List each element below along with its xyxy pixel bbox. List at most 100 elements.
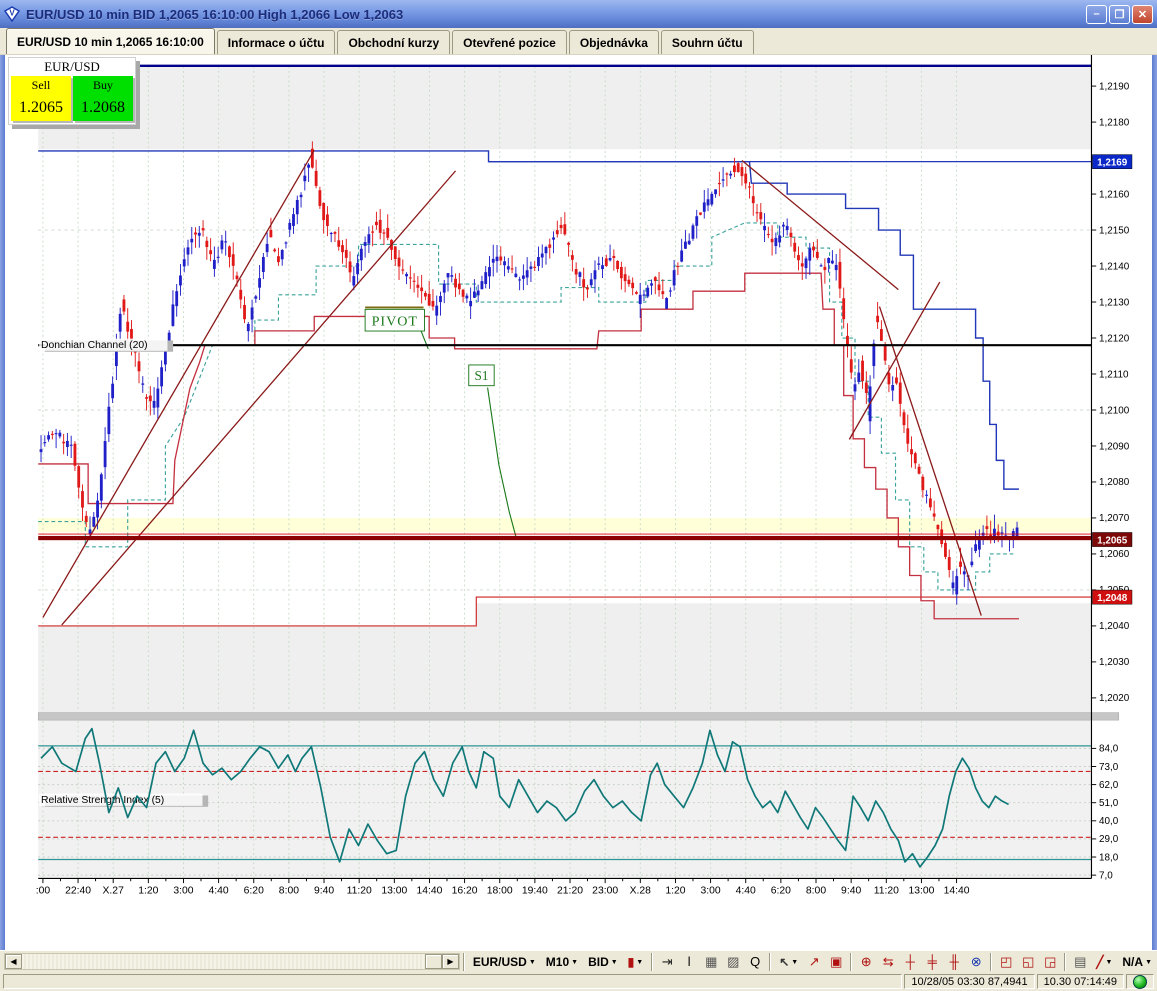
toolbar-separator — [769, 952, 772, 971]
cursor-line-icon[interactable]: Ⅰ — [687, 953, 692, 969]
svg-text:21:20: 21:20 — [557, 885, 583, 896]
chart-page-icon[interactable]: ▤ — [1074, 953, 1087, 969]
tab-chart[interactable]: EUR/USD 10 min 1,2065 16:10:00 — [6, 28, 215, 54]
buy-label: Buy — [92, 78, 113, 92]
toolbar-separator — [1064, 952, 1067, 971]
tab-5[interactable]: Souhrn účtu — [660, 30, 754, 54]
app-icon: V — [4, 6, 20, 22]
bottom-toolbar: ◀ ▶ EUR/USD ▼ M10 ▼ BID ▼ ▮ ▼ ⇥ Ⅰ ▦ ▨ Q ↖ ▼ ↗ ▣ ⊕ ⇆ ┼ ╪ ╫ ⊗ ◰ ◱ ◲… — [0, 950, 1157, 972]
symbol-select[interactable]: EUR/USD ▼ — [472, 954, 536, 969]
scroll-right-button[interactable]: ▶ — [441, 954, 459, 969]
tab-3[interactable]: Otevřené pozice — [452, 30, 567, 54]
pivot-label: PIVOT — [372, 313, 418, 329]
sell-price: 1.2065 — [19, 99, 63, 116]
svg-text:X.28: X.28 — [630, 885, 652, 896]
svg-text:1,2120: 1,2120 — [1099, 333, 1130, 344]
expand-v-icon[interactable]: ╫ — [949, 954, 959, 969]
rsi-label: Relative Strength Index (5) — [41, 795, 164, 806]
svg-text:1,2180: 1,2180 — [1099, 117, 1130, 128]
mark-tool-icon[interactable]: ↗ — [808, 953, 820, 969]
zoom-in-icon[interactable]: ⊕ — [860, 953, 872, 969]
svg-text:62,0: 62,0 — [1099, 780, 1119, 791]
svg-text:19:40: 19:40 — [522, 885, 548, 896]
svg-text:14:40: 14:40 — [944, 885, 970, 896]
svg-text:1,2169: 1,2169 — [1097, 157, 1128, 168]
svg-text:X.27: X.27 — [103, 885, 125, 896]
svg-text:1,2150: 1,2150 — [1099, 225, 1130, 236]
svg-text:73,0: 73,0 — [1099, 762, 1119, 773]
svg-text:1,2160: 1,2160 — [1099, 189, 1130, 200]
svg-text:84,0: 84,0 — [1099, 744, 1119, 755]
close-button[interactable]: ✕ — [1132, 4, 1153, 24]
range-h-icon[interactable]: ◱ — [1022, 953, 1035, 969]
svg-text:V: V — [9, 9, 15, 18]
status-message — [3, 974, 903, 989]
buy-button[interactable]: Buy 1.2068 — [73, 76, 133, 121]
rsi-series — [40, 727, 1009, 868]
scrollbar-thumb[interactable] — [424, 954, 442, 969]
svg-text:4:40: 4:40 — [736, 885, 756, 896]
svg-text:40,0: 40,0 — [1099, 816, 1119, 827]
s1-label: S1 — [475, 368, 489, 383]
quick-quote-icon[interactable]: Q — [750, 954, 761, 969]
svg-text:9:40: 9:40 — [841, 885, 861, 896]
svg-text:1,2040: 1,2040 — [1099, 621, 1130, 632]
price-chart[interactable]: PIVOT S1 Donchian Channel (20) Relative Str… — [0, 55, 1157, 950]
scrollbar-track[interactable] — [22, 954, 425, 969]
svg-text:3:00: 3:00 — [700, 885, 720, 896]
svg-text:1:20: 1:20 — [138, 885, 158, 896]
toolbar-separator — [850, 952, 853, 971]
title-bar[interactable]: V EUR/USD 10 min BID 1,2065 16:10:00 Hig… — [0, 0, 1157, 28]
svg-text:1,2065: 1,2065 — [1097, 535, 1128, 546]
price-type-select[interactable]: BID ▼ — [588, 954, 618, 969]
pane-separator[interactable] — [37, 712, 1120, 721]
gridlines — [38, 66, 1092, 878]
snap-toggle-icon[interactable]: ▨ — [727, 953, 740, 969]
chart-style-select[interactable]: ▮ ▼ — [627, 954, 644, 969]
donchian-channel — [38, 150, 1092, 627]
svg-text:6:20: 6:20 — [771, 885, 791, 896]
svg-text:1,2030: 1,2030 — [1099, 657, 1130, 668]
tab-1[interactable]: Informace o účtu — [216, 30, 336, 54]
zoom-reset-icon[interactable]: ⊗ — [970, 953, 982, 969]
trendline-tool-select[interactable]: ╱ ▼ — [1096, 954, 1113, 969]
candlestick-series — [39, 141, 1019, 605]
svg-text:23:00: 23:00 — [592, 885, 618, 896]
go-to-end-icon[interactable]: ⇥ — [661, 953, 673, 969]
window-border-left — [0, 55, 5, 972]
chart-area[interactable]: PIVOT S1 Donchian Channel (20) Relative Str… — [0, 55, 1157, 950]
price-tags: 1,2169 1,2065 1,2048 — [1092, 154, 1133, 605]
connection-panel — [1126, 974, 1154, 989]
minimize-button[interactable]: – — [1086, 4, 1107, 24]
svg-text::00: :00 — [36, 885, 51, 896]
status-bar: 10/28/05 03:30 87,4941 10.30 07:14:49 — [0, 972, 1157, 991]
svg-text:13:00: 13:00 — [381, 885, 407, 896]
compress-h-icon[interactable]: ⇆ — [882, 953, 894, 969]
pointer-tool-select[interactable]: ↖ ▼ — [779, 954, 799, 969]
grid-toggle-icon[interactable]: ▦ — [705, 953, 718, 969]
svg-text:4:40: 4:40 — [209, 885, 229, 896]
range-move-icon[interactable]: ◲ — [1044, 953, 1057, 969]
restore-button[interactable]: ❐ — [1109, 4, 1130, 24]
svg-text:11:20: 11:20 — [874, 885, 899, 896]
tab-2[interactable]: Obchodní kurzy — [337, 30, 451, 54]
tab-4[interactable]: Objednávka — [568, 30, 659, 54]
crosshair-icon[interactable]: ┼ — [905, 954, 915, 969]
study-select[interactable]: N/A ▼ — [1122, 954, 1152, 969]
object-nodes-icon[interactable]: ▣ — [830, 953, 843, 969]
toolbar-separator — [990, 952, 993, 971]
svg-text:1,2060: 1,2060 — [1099, 549, 1130, 560]
svg-text:14:40: 14:40 — [416, 885, 442, 896]
sell-button[interactable]: Sell 1.2065 — [11, 76, 71, 121]
tab-bar: EUR/USD 10 min 1,2065 16:10:00 Informace… — [0, 28, 1157, 55]
horizontal-scrollbar[interactable]: ◀ ▶ — [4, 953, 460, 970]
svg-text:6:20: 6:20 — [244, 885, 264, 896]
svg-text:1,2048: 1,2048 — [1097, 593, 1128, 604]
range-left-icon[interactable]: ◰ — [1000, 953, 1013, 969]
scroll-left-button[interactable]: ◀ — [5, 954, 22, 969]
svg-text:1:20: 1:20 — [665, 885, 685, 896]
svg-text:1,2020: 1,2020 — [1099, 693, 1130, 704]
period-select[interactable]: M10 ▼ — [545, 954, 579, 969]
expand-h-icon[interactable]: ╪ — [927, 954, 937, 969]
